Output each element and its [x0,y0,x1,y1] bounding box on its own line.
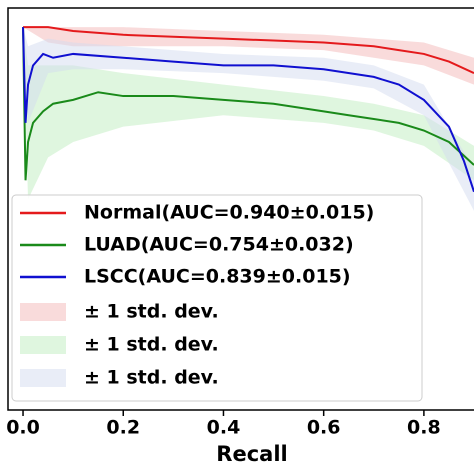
x-axis-label: Recall [216,442,287,466]
legend-patch [20,336,66,354]
std-band [23,27,474,200]
x-tick-label: 0.4 [207,417,241,439]
legend-label: ± 1 std. dev. [84,367,219,389]
legend-patch [20,303,66,321]
legend-label: ± 1 std. dev. [84,334,219,356]
legend-label: LSCC(AUC=0.839±0.015) [84,266,351,288]
legend-box [11,194,423,402]
legend-label: Normal(AUC=0.940±0.015) [84,202,374,224]
std-band [23,27,474,85]
x-tick-label: 0.2 [106,417,140,439]
series-line [23,26,474,74]
legend-label: LUAD(AUC=0.754±0.032) [84,234,354,256]
x-tick-label: 0.0 [6,417,40,439]
legend-patch [20,369,66,387]
series-line [22,27,474,181]
plot-frame [7,7,474,411]
series-line [22,27,474,193]
legend-label: ± 1 std. dev. [84,301,219,323]
std-band [23,27,474,211]
x-tick-label: 0.8 [407,417,441,439]
x-tick-label: 0.6 [307,417,341,439]
